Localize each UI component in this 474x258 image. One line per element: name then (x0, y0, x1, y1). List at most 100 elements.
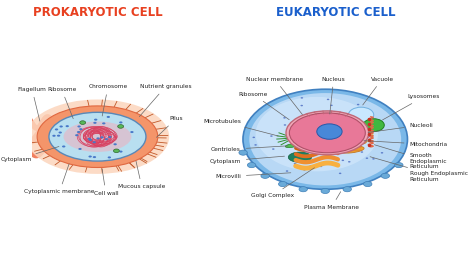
Circle shape (292, 155, 295, 156)
Circle shape (108, 136, 111, 138)
Circle shape (118, 125, 124, 128)
Circle shape (79, 128, 82, 130)
Circle shape (299, 187, 308, 192)
Circle shape (80, 121, 86, 124)
Circle shape (301, 97, 303, 99)
Circle shape (348, 161, 351, 163)
Text: Nucleus: Nucleus (322, 77, 346, 114)
Circle shape (92, 141, 96, 143)
Circle shape (321, 188, 329, 194)
Circle shape (249, 93, 401, 186)
Text: Cell wall: Cell wall (93, 169, 118, 196)
Circle shape (78, 148, 82, 150)
Text: Rough Endoplasmic
Reticulum: Rough Endoplasmic Reticulum (370, 157, 467, 182)
Circle shape (255, 144, 257, 146)
Circle shape (77, 125, 81, 127)
Text: Flagellum: Flagellum (18, 87, 46, 121)
Circle shape (381, 173, 390, 178)
Text: Cytoplasmic membrane: Cytoplasmic membrane (24, 164, 95, 194)
Circle shape (310, 165, 312, 166)
Text: Lysosomes: Lysosomes (383, 94, 440, 120)
Circle shape (279, 181, 287, 187)
Ellipse shape (339, 138, 366, 145)
Circle shape (243, 89, 408, 189)
Ellipse shape (287, 136, 300, 140)
Circle shape (343, 187, 351, 192)
Circle shape (301, 105, 303, 106)
Circle shape (77, 131, 80, 133)
Circle shape (270, 135, 273, 137)
Circle shape (357, 104, 359, 105)
Text: Chromosome: Chromosome (88, 84, 128, 116)
Ellipse shape (337, 146, 364, 153)
Circle shape (57, 135, 60, 137)
Circle shape (342, 160, 344, 161)
Circle shape (319, 166, 322, 167)
Text: Nuclear membrane: Nuclear membrane (246, 77, 303, 115)
Circle shape (75, 134, 79, 136)
Circle shape (294, 163, 296, 164)
Circle shape (381, 152, 383, 154)
Circle shape (89, 139, 92, 141)
Circle shape (119, 122, 122, 124)
Circle shape (327, 99, 329, 100)
Text: Vacuole: Vacuole (363, 77, 394, 105)
Text: Golgi Complex: Golgi Complex (251, 168, 314, 198)
Circle shape (348, 107, 374, 123)
Circle shape (100, 136, 104, 138)
Ellipse shape (37, 106, 158, 167)
Circle shape (94, 119, 97, 121)
Circle shape (253, 136, 255, 138)
Ellipse shape (289, 113, 365, 153)
Circle shape (102, 122, 105, 124)
Text: Mucous capsule: Mucous capsule (118, 161, 165, 189)
Circle shape (261, 173, 269, 178)
Ellipse shape (335, 129, 362, 137)
Circle shape (96, 137, 100, 139)
Text: Cytoplasm: Cytoplasm (0, 147, 59, 162)
Circle shape (58, 132, 62, 134)
Text: Pilus: Pilus (156, 116, 183, 137)
Circle shape (247, 163, 256, 168)
Circle shape (55, 128, 58, 131)
Circle shape (93, 156, 96, 158)
Circle shape (395, 163, 403, 168)
Circle shape (113, 143, 117, 145)
Circle shape (364, 181, 372, 187)
Circle shape (119, 151, 123, 153)
Circle shape (65, 125, 69, 127)
Circle shape (286, 170, 288, 172)
Circle shape (89, 156, 92, 158)
Circle shape (283, 117, 286, 119)
Circle shape (62, 146, 65, 148)
Circle shape (52, 135, 55, 137)
Circle shape (372, 158, 375, 160)
Text: Nucleoli: Nucleoli (368, 123, 433, 132)
Text: Mitochondria: Mitochondria (364, 141, 448, 147)
Ellipse shape (288, 152, 311, 162)
Circle shape (339, 173, 341, 174)
Ellipse shape (26, 100, 169, 174)
Circle shape (108, 156, 111, 158)
Circle shape (363, 119, 384, 132)
Ellipse shape (286, 111, 369, 155)
Text: Microtubules: Microtubules (203, 119, 278, 136)
Circle shape (239, 150, 247, 155)
Circle shape (361, 151, 363, 153)
Text: Microvilli: Microvilli (215, 173, 291, 179)
Text: Smooth
Endoplasmic
Reticulum: Smooth Endoplasmic Reticulum (374, 145, 447, 169)
Text: Centrioles: Centrioles (211, 146, 288, 152)
Text: Plasma Membrane: Plasma Membrane (304, 192, 359, 210)
Ellipse shape (285, 144, 298, 148)
Text: Ribosome: Ribosome (47, 87, 76, 119)
Circle shape (303, 169, 306, 171)
Circle shape (105, 138, 108, 140)
Ellipse shape (360, 133, 371, 138)
Text: EUKARYOTIC CELL: EUKARYOTIC CELL (276, 6, 395, 19)
Circle shape (88, 138, 91, 140)
Circle shape (130, 131, 134, 133)
Text: PROKARYOTIC CELL: PROKARYOTIC CELL (33, 6, 162, 19)
Circle shape (107, 116, 110, 118)
Text: Nutrient granules: Nutrient granules (139, 84, 191, 117)
Circle shape (365, 157, 368, 159)
